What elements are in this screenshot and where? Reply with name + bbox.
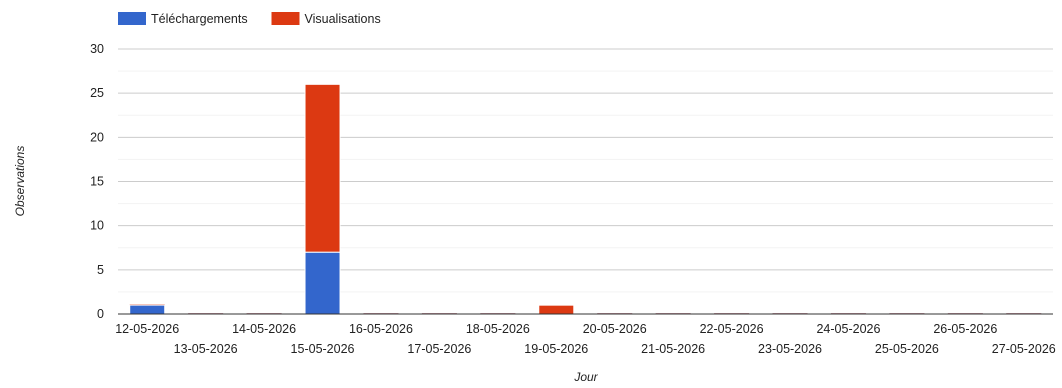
x-tick-label: 26-05-2026 xyxy=(933,322,997,336)
y-tick-label: 25 xyxy=(90,86,104,100)
x-tick-label: 16-05-2026 xyxy=(349,322,413,336)
gridlines xyxy=(118,48,1053,293)
y-tick-label: 30 xyxy=(90,42,104,56)
x-tick-label: 15-05-2026 xyxy=(291,342,355,356)
y-tick-label: 10 xyxy=(90,219,104,233)
x-tick-label: 19-05-2026 xyxy=(524,342,588,356)
x-tick-label: 14-05-2026 xyxy=(232,322,296,336)
x-axis-title: Jour xyxy=(573,370,598,383)
x-tick-label: 17-05-2026 xyxy=(407,342,471,356)
bar-telechargements xyxy=(304,251,341,315)
y-axis-title: Observations xyxy=(13,146,27,217)
legend-label-visualisations: Visualisations xyxy=(305,12,381,26)
x-tick-label: 20-05-2026 xyxy=(583,322,647,336)
x-tick-label: 24-05-2026 xyxy=(816,322,880,336)
x-tick-label: 13-05-2026 xyxy=(174,342,238,356)
legend-swatch-telechargements xyxy=(118,12,146,25)
x-tick-label: 22-05-2026 xyxy=(700,322,764,336)
legend-swatch-visualisations xyxy=(271,12,300,25)
y-tick-label: 15 xyxy=(90,175,104,189)
axes: 0 5 10 15 20 25 30 12-05-2026 13-05-2026 14-05-20… xyxy=(90,42,1056,356)
bar-visualisations xyxy=(538,304,575,315)
x-tick-label: 18-05-2026 xyxy=(466,322,530,336)
x-tick-label: 21-05-2026 xyxy=(641,342,705,356)
x-tick-label: 23-05-2026 xyxy=(758,342,822,356)
x-tick-label: 25-05-2026 xyxy=(875,342,939,356)
bar-visualisations xyxy=(304,83,341,253)
y-tick-label: 0 xyxy=(97,307,104,321)
x-tick-label: 12-05-2026 xyxy=(115,322,179,336)
y-tick-label: 20 xyxy=(90,130,104,144)
x-tick-label: 27-05-2026 xyxy=(992,342,1056,356)
legend: Téléchargements Visualisations xyxy=(118,12,381,26)
bar-telechargements xyxy=(129,304,166,315)
y-tick-label: 5 xyxy=(97,263,104,277)
legend-label-telechargements: Téléchargements xyxy=(151,12,248,26)
bar-visualisations xyxy=(129,304,165,306)
bars xyxy=(129,83,1042,315)
